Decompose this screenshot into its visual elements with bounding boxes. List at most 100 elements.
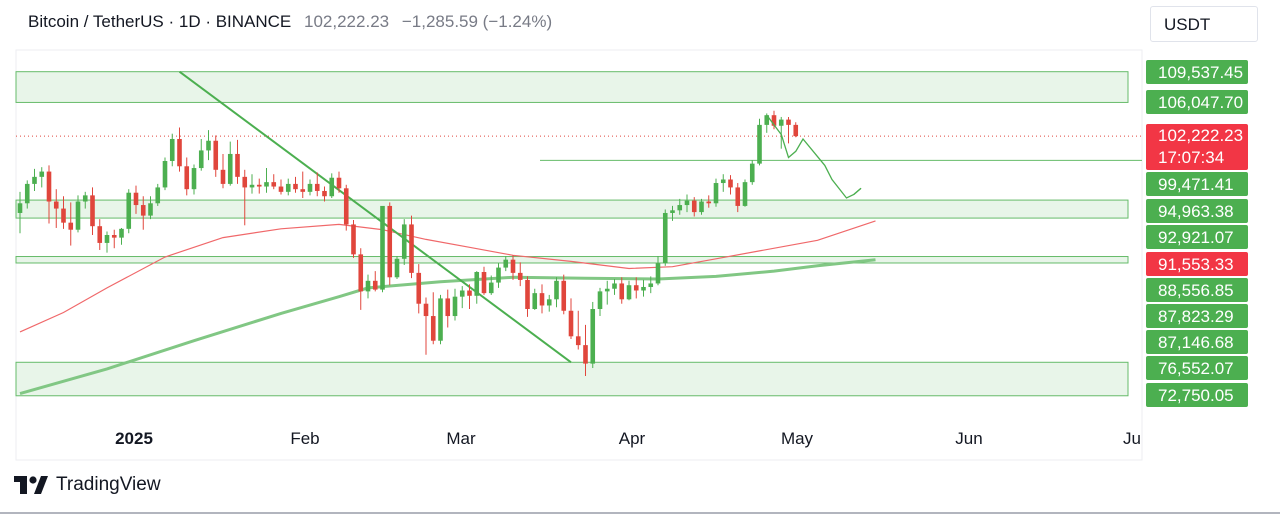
candle[interactable] <box>452 288 458 321</box>
candle[interactable] <box>699 198 704 215</box>
candle[interactable] <box>271 174 277 190</box>
projection-arrow-path[interactable] <box>766 114 862 199</box>
candle[interactable] <box>119 227 124 245</box>
candle[interactable] <box>648 276 654 294</box>
candle[interactable] <box>162 157 168 191</box>
candle[interactable] <box>235 139 240 184</box>
price-zone-2[interactable] <box>15 256 1129 264</box>
candle[interactable] <box>749 160 755 185</box>
candle[interactable] <box>104 231 110 253</box>
candle[interactable] <box>97 219 103 250</box>
candle[interactable] <box>82 191 88 209</box>
candle[interactable] <box>17 191 23 234</box>
candle[interactable] <box>329 173 335 198</box>
candle[interactable] <box>713 178 719 207</box>
price-zone-0[interactable] <box>15 71 1129 103</box>
currency-button[interactable]: USDT <box>1150 6 1258 42</box>
candle[interactable] <box>206 130 211 161</box>
candle[interactable] <box>619 277 625 304</box>
candle[interactable] <box>568 298 574 339</box>
candle[interactable] <box>641 279 646 297</box>
candle[interactable] <box>227 141 233 186</box>
candle[interactable] <box>583 324 588 376</box>
candle[interactable] <box>90 187 95 235</box>
candle[interactable] <box>307 179 313 196</box>
candle[interactable] <box>496 263 501 288</box>
candle[interactable] <box>416 264 422 314</box>
candle[interactable] <box>532 288 538 310</box>
candle[interactable] <box>126 189 132 234</box>
price-axis-label[interactable]: 99,471.41 <box>1146 172 1248 196</box>
candle[interactable] <box>554 277 559 308</box>
candle[interactable] <box>655 256 661 286</box>
candle[interactable] <box>380 205 385 293</box>
candle[interactable] <box>387 202 393 286</box>
candle[interactable] <box>604 280 610 305</box>
candle[interactable] <box>140 196 146 230</box>
candle[interactable] <box>24 180 30 209</box>
candle[interactable] <box>503 256 509 272</box>
candle[interactable] <box>430 292 436 345</box>
candle[interactable] <box>778 116 784 149</box>
candle[interactable] <box>612 279 617 295</box>
candle[interactable] <box>169 133 175 167</box>
candle[interactable] <box>561 274 567 315</box>
candle[interactable] <box>510 255 516 280</box>
candle[interactable] <box>467 284 472 309</box>
candle[interactable] <box>677 198 683 215</box>
candle[interactable] <box>372 271 378 292</box>
candle[interactable] <box>409 215 414 279</box>
candle[interactable] <box>351 220 356 258</box>
candle[interactable] <box>662 209 668 266</box>
candle[interactable] <box>336 171 342 193</box>
candle[interactable] <box>438 294 443 345</box>
candle[interactable] <box>358 248 364 310</box>
price-zone-3[interactable] <box>15 361 1129 397</box>
candle[interactable] <box>213 135 219 177</box>
candle[interactable] <box>488 275 494 295</box>
candle[interactable] <box>691 197 697 217</box>
candle[interactable] <box>728 175 733 195</box>
candle[interactable] <box>423 297 429 355</box>
candle[interactable] <box>735 183 741 213</box>
candle[interactable] <box>184 157 190 196</box>
candle[interactable] <box>278 179 284 195</box>
candle[interactable] <box>133 185 139 214</box>
candle[interactable] <box>771 110 777 130</box>
candle[interactable] <box>61 196 66 229</box>
candle[interactable] <box>300 171 306 198</box>
candle[interactable] <box>111 229 117 249</box>
candle[interactable] <box>53 189 59 228</box>
candle[interactable] <box>75 195 81 233</box>
price-axis-label[interactable]: 91,553.33 <box>1146 252 1248 276</box>
candle[interactable] <box>220 153 226 189</box>
candle[interactable] <box>793 122 799 138</box>
ma-short-line[interactable] <box>19 220 876 333</box>
price-axis-label[interactable]: 76,552.07 <box>1146 356 1248 380</box>
candle[interactable] <box>670 205 675 221</box>
candle[interactable] <box>285 178 291 196</box>
candle[interactable] <box>474 271 480 304</box>
candle[interactable] <box>764 113 770 133</box>
candle[interactable] <box>198 138 204 171</box>
candle[interactable] <box>459 286 465 309</box>
candle[interactable] <box>546 294 552 312</box>
candle[interactable] <box>39 167 45 188</box>
price-axis-label[interactable]: 88,556.85 <box>1146 278 1248 302</box>
candle[interactable] <box>249 174 255 194</box>
price-axis-label[interactable]: 106,047.70 <box>1146 90 1248 114</box>
symbol-title[interactable]: Bitcoin / TetherUS · 1D · BINANCE <box>28 12 292 31</box>
candle[interactable] <box>757 118 762 166</box>
candle[interactable] <box>720 174 726 192</box>
candle[interactable] <box>481 266 487 295</box>
candle[interactable] <box>590 301 596 369</box>
candle[interactable] <box>517 262 523 287</box>
tradingview-logo[interactable]: TradingView <box>14 474 161 496</box>
candle[interactable] <box>256 178 262 194</box>
candle[interactable] <box>626 280 632 301</box>
candle[interactable] <box>314 172 320 197</box>
candle[interactable] <box>633 277 639 299</box>
candle[interactable] <box>264 168 269 193</box>
candle[interactable] <box>177 127 182 172</box>
